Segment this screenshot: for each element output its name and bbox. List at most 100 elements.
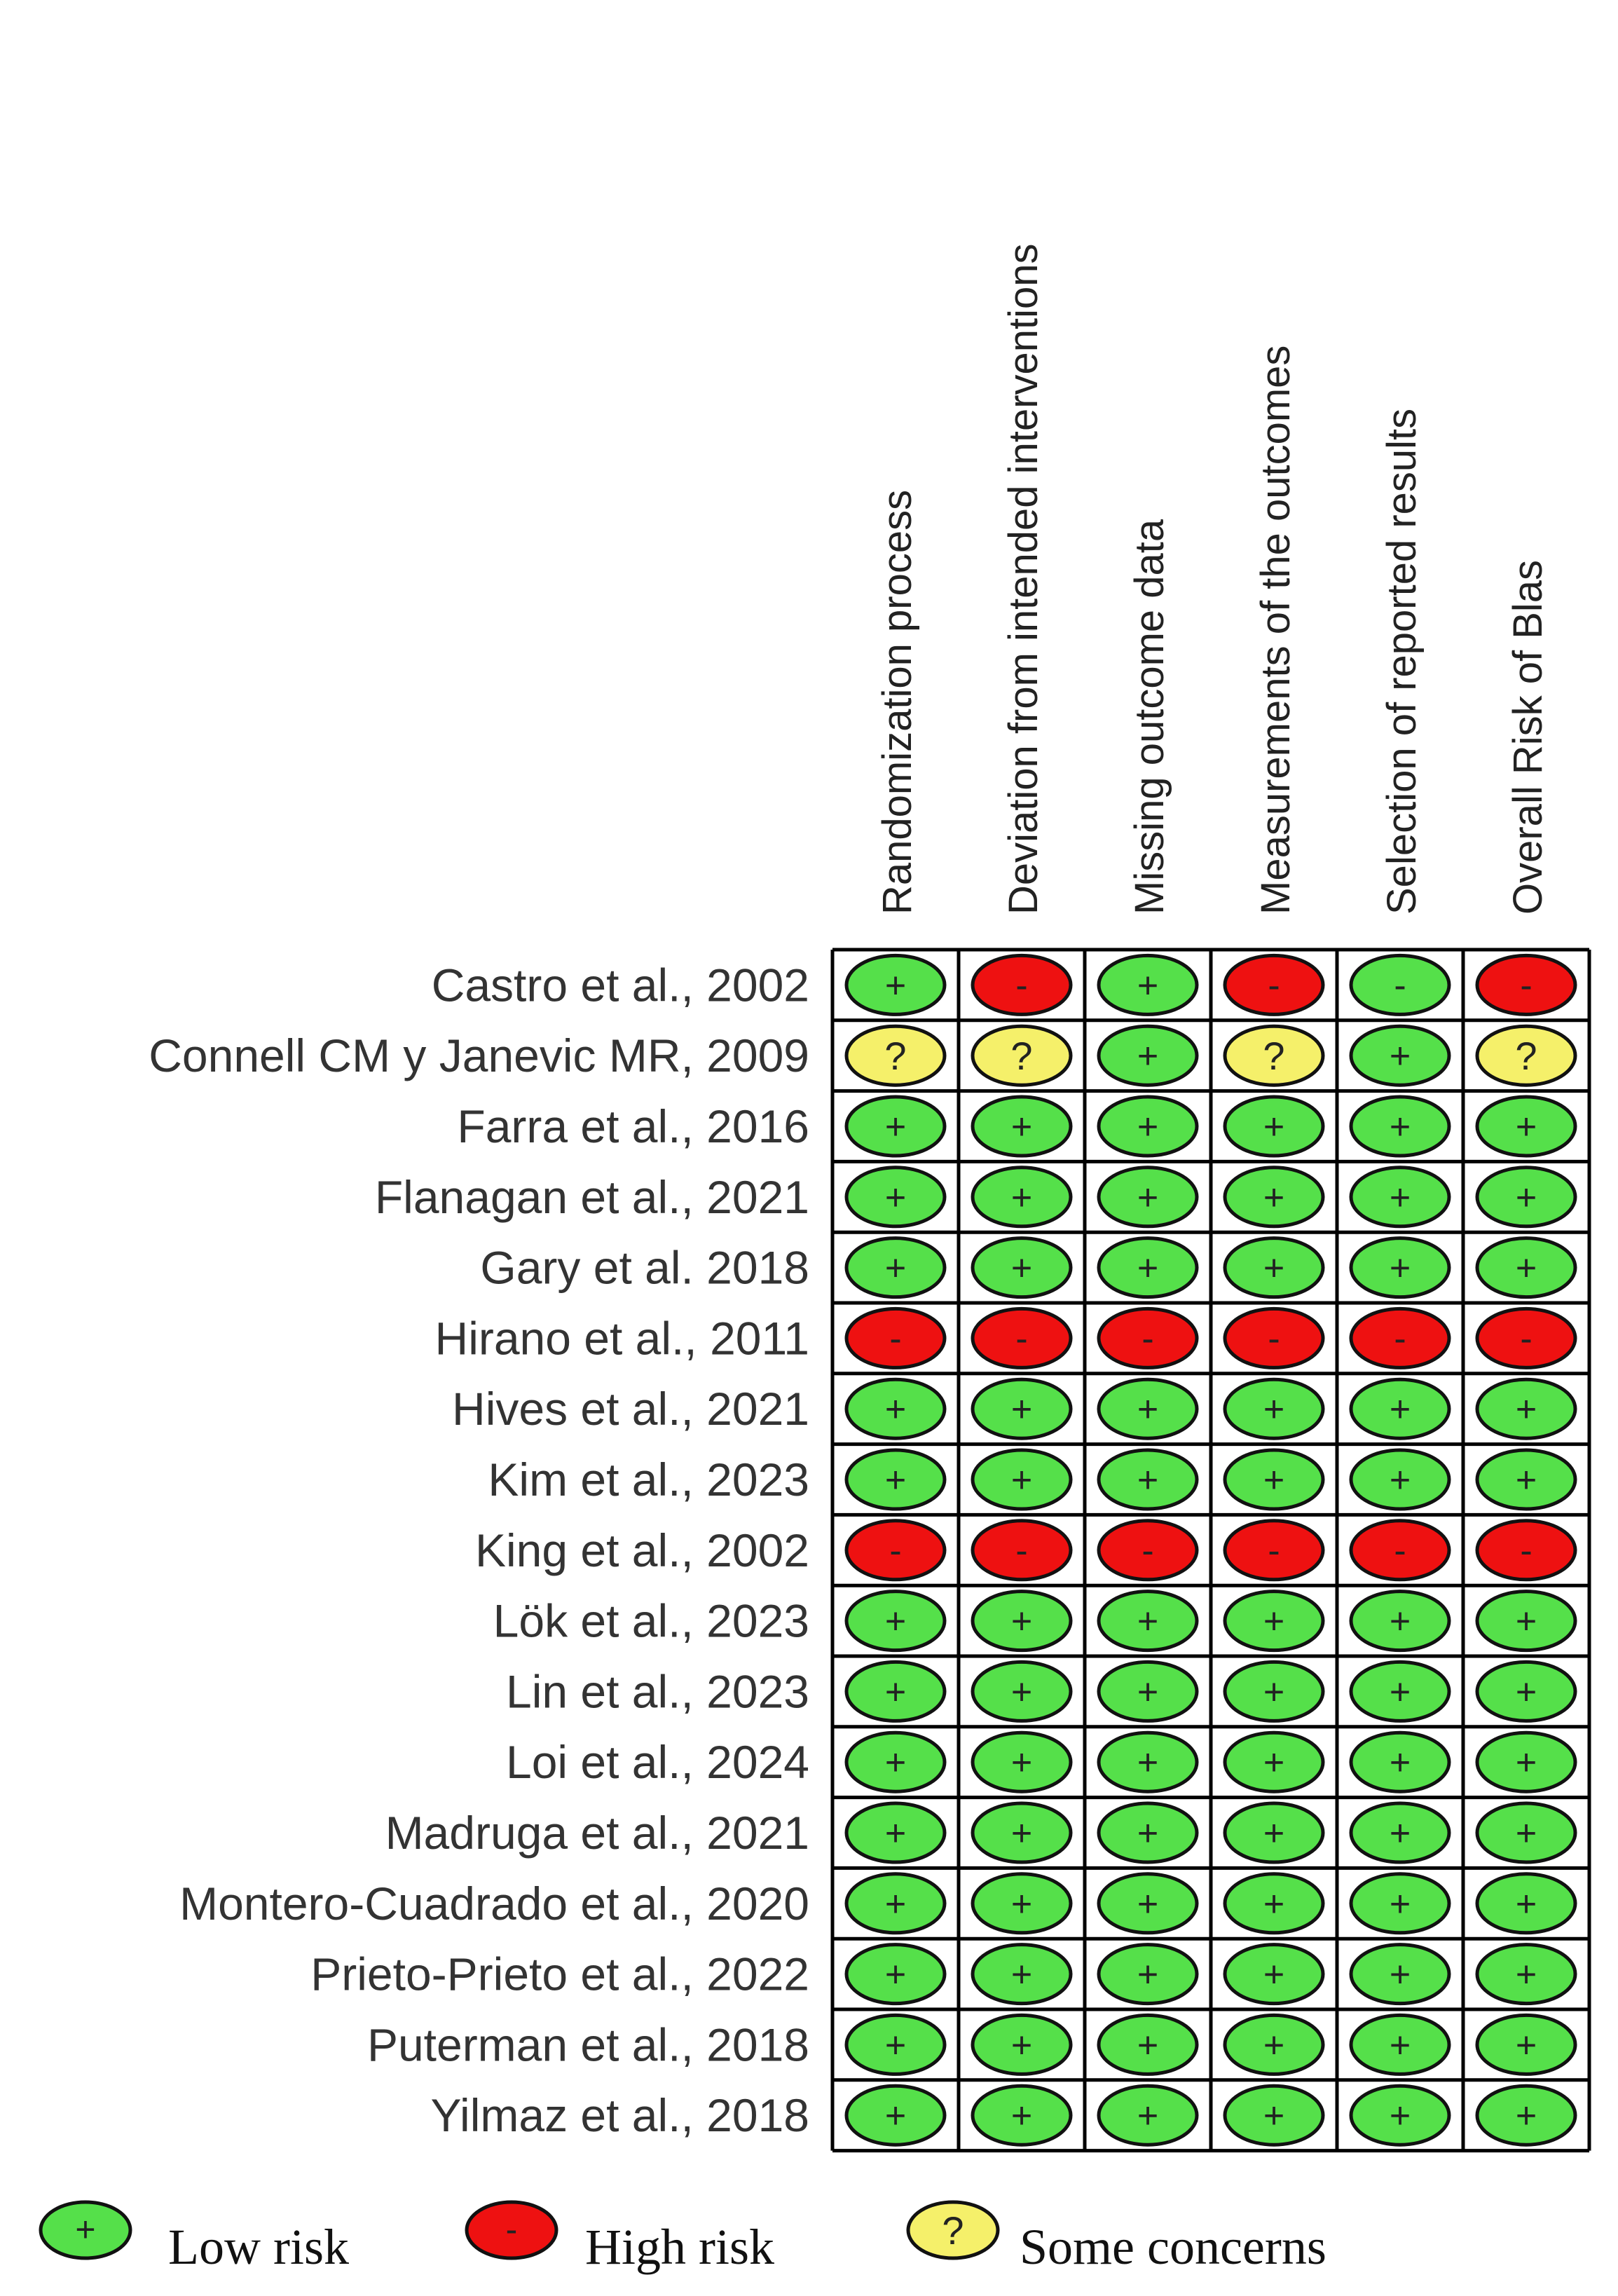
rating-grid bbox=[830, 948, 1591, 2153]
study-label: Castro et al., 2002 bbox=[432, 959, 809, 1011]
rating-symbol: + bbox=[1516, 2025, 1537, 2065]
rating-symbol: + bbox=[1390, 1742, 1411, 1783]
rating-cell: + bbox=[971, 1801, 1073, 1864]
rating-marker-low bbox=[1223, 1377, 1325, 1440]
rating-marker-high bbox=[971, 1519, 1073, 1582]
rating-marker-low bbox=[971, 2084, 1073, 2147]
rating-marker-low bbox=[1097, 1801, 1199, 1864]
rating-symbol: ? bbox=[1263, 1034, 1284, 1078]
rating-cell: + bbox=[844, 1166, 947, 1229]
study-label: Hirano et al., 2011 bbox=[435, 1312, 809, 1364]
rating-marker-low bbox=[844, 1660, 947, 1723]
rating-marker-low bbox=[1349, 1448, 1451, 1511]
rating-symbol: + bbox=[1137, 1601, 1158, 1642]
rating-marker-high bbox=[971, 953, 1073, 1016]
rating-cell: + bbox=[844, 1236, 947, 1299]
rating-cell: + bbox=[1097, 1590, 1199, 1653]
rating-symbol: + bbox=[1516, 1742, 1537, 1783]
rating-symbol: + bbox=[1516, 1601, 1537, 1642]
column-label: Selection of reported results bbox=[1379, 409, 1425, 915]
rating-cell: + bbox=[1097, 1236, 1199, 1299]
rating-cell: + bbox=[971, 1448, 1073, 1511]
rating-cell: + bbox=[1349, 2084, 1451, 2147]
rating-marker-low bbox=[1097, 1872, 1199, 1935]
rating-symbol: + bbox=[1137, 1813, 1158, 1854]
rating-symbol: + bbox=[885, 1177, 906, 1218]
rating-symbol: + bbox=[1516, 2096, 1537, 2136]
rating-symbol: + bbox=[1137, 1955, 1158, 1995]
rating-marker-low bbox=[1223, 1801, 1325, 1864]
rating-marker-low bbox=[1349, 1236, 1451, 1299]
rating-cell: + bbox=[844, 1872, 947, 1935]
rating-symbol: ? bbox=[884, 1034, 906, 1078]
rating-cell: + bbox=[971, 1166, 1073, 1229]
rating-marker-high bbox=[844, 1306, 947, 1369]
rating-symbol: + bbox=[1137, 2025, 1158, 2065]
rating-cell: + bbox=[1349, 1095, 1451, 1158]
rating-symbol: + bbox=[1516, 1460, 1537, 1501]
rating-symbol: - bbox=[889, 1318, 901, 1359]
rating-cell: + bbox=[1223, 1943, 1325, 2006]
rating-symbol: + bbox=[1390, 1460, 1411, 1501]
study-label: Prieto-Prieto et al., 2022 bbox=[310, 1948, 809, 2000]
rating-symbol: - bbox=[1268, 1531, 1280, 1571]
rating-symbol: + bbox=[885, 1107, 906, 1147]
rating-marker-low bbox=[1349, 1024, 1451, 1087]
rating-symbol: + bbox=[1011, 1884, 1032, 1925]
rating-marker-high bbox=[1223, 1306, 1325, 1369]
rating-symbol: + bbox=[885, 1813, 906, 1854]
rating-marker-low bbox=[1097, 1943, 1199, 2006]
rating-marker-low bbox=[971, 1801, 1073, 1864]
study-label: Kim et al., 2023 bbox=[488, 1454, 809, 1505]
rating-cell: + bbox=[1475, 1377, 1577, 1440]
rating-cell: + bbox=[1097, 1730, 1199, 1793]
rating-cell: + bbox=[971, 2084, 1073, 2147]
rating-symbol: + bbox=[1263, 2096, 1284, 2136]
rating-marker-low bbox=[844, 1377, 947, 1440]
rating-cell: + bbox=[1475, 1730, 1577, 1793]
rating-cell: ? bbox=[844, 1024, 947, 1087]
rating-marker-low bbox=[1223, 1730, 1325, 1793]
rating-cell: + bbox=[844, 1801, 947, 1864]
rating-symbol: + bbox=[1516, 1248, 1537, 1289]
legend-item-high: - High risk bbox=[465, 2200, 774, 2275]
study-label: Montero-Cuadrado et al., 2020 bbox=[179, 1878, 809, 1929]
rating-cell: + bbox=[971, 2013, 1073, 2076]
rating-marker-low bbox=[1223, 1872, 1325, 1935]
rating-marker-high bbox=[1097, 1519, 1199, 1582]
rating-cell: + bbox=[1475, 1943, 1577, 2006]
rating-symbol: - bbox=[1520, 1318, 1532, 1359]
rating-symbol: + bbox=[885, 1460, 906, 1501]
rating-marker-low bbox=[971, 1236, 1073, 1299]
rating-marker-low bbox=[1097, 1377, 1199, 1440]
rating-cell: + bbox=[1349, 1448, 1451, 1511]
study-label: King et al., 2002 bbox=[475, 1524, 809, 1576]
rating-symbol: + bbox=[1137, 2096, 1158, 2136]
rating-cell: + bbox=[1097, 1024, 1199, 1087]
rating-marker-low bbox=[1097, 1095, 1199, 1158]
rating-cell: + bbox=[1223, 1377, 1325, 1440]
rating-symbol: + bbox=[1390, 1955, 1411, 1995]
rating-cell: + bbox=[844, 1377, 947, 1440]
column-label: Deviation from intended interventions bbox=[1001, 243, 1046, 915]
rating-marker-low bbox=[1349, 2084, 1451, 2147]
rating-symbol: + bbox=[1516, 1107, 1537, 1147]
rating-marker-low bbox=[1475, 1377, 1577, 1440]
rating-marker-low bbox=[1349, 1590, 1451, 1653]
rating-marker-low bbox=[844, 953, 947, 1016]
rating-marker-low bbox=[844, 1095, 947, 1158]
rating-cell: + bbox=[1223, 1590, 1325, 1653]
rating-cell: + bbox=[1223, 1448, 1325, 1511]
rating-cell: + bbox=[1097, 1660, 1199, 1723]
rating-symbol: + bbox=[1390, 2025, 1411, 2065]
rating-marker-low bbox=[1097, 1024, 1199, 1087]
rating-cell: + bbox=[1349, 1872, 1451, 1935]
rating-marker-low bbox=[844, 1943, 947, 2006]
rating-marker-low bbox=[971, 1377, 1073, 1440]
rating-symbol: - bbox=[1520, 1531, 1532, 1571]
rating-cell: + bbox=[1349, 1024, 1451, 1087]
rating-symbol: + bbox=[885, 1248, 906, 1289]
rating-symbol: + bbox=[1137, 1672, 1158, 1712]
rating-cell: - bbox=[1349, 953, 1451, 1016]
rating-symbol: - bbox=[1015, 1318, 1027, 1359]
